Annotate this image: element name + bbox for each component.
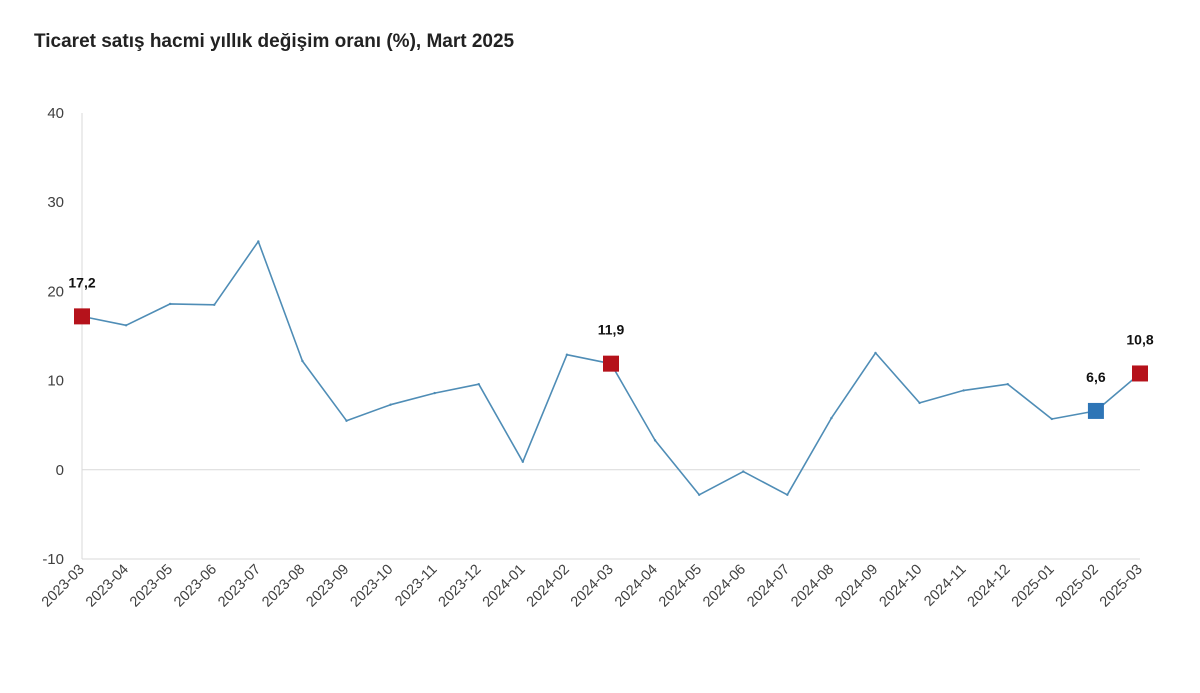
- x-tick-label: 2025-01: [1009, 562, 1058, 611]
- x-tick-label: 2023-06: [171, 562, 220, 611]
- data-point: [1006, 382, 1009, 386]
- y-tick-label: 10: [47, 373, 64, 390]
- data-point: [477, 382, 480, 386]
- data-point: [301, 359, 304, 363]
- data-label: 10,8: [1126, 331, 1153, 347]
- highlight-marker: [1132, 365, 1148, 382]
- data-point: [124, 324, 128, 327]
- x-tick-label: 2024-01: [480, 562, 529, 611]
- data-label: 17,2: [68, 274, 95, 290]
- data-point: [168, 302, 172, 306]
- x-tick-label: 2024-08: [788, 562, 837, 611]
- y-tick-label: -10: [42, 551, 64, 568]
- data-point: [918, 401, 921, 405]
- highlight-marker: [1087, 402, 1104, 419]
- data-point: [1050, 417, 1054, 421]
- x-tick-label: 2023-05: [127, 562, 176, 611]
- x-tick-label: 2023-04: [83, 562, 132, 611]
- data-point: [830, 416, 833, 420]
- x-tick-label: 2024-04: [612, 562, 661, 611]
- data-point: [697, 493, 701, 496]
- y-tick-label: 20: [47, 283, 64, 300]
- chart-title: Ticaret satış hacmi yıllık değişim oranı…: [34, 31, 515, 52]
- data-point: [345, 419, 348, 422]
- data-point: [257, 240, 260, 243]
- x-tick-label: 2024-05: [656, 562, 705, 611]
- x-tick-label: 2024-10: [876, 562, 925, 611]
- data-label: 11,9: [598, 322, 625, 338]
- x-tick-label: 2023-11: [392, 562, 440, 610]
- y-tick-label: 0: [56, 462, 64, 479]
- data-point: [874, 351, 877, 355]
- x-tick-label: 2024-07: [744, 562, 793, 611]
- data-point: [742, 470, 745, 473]
- x-tick-label: 2024-06: [700, 562, 749, 611]
- y-tick-label: 40: [47, 105, 64, 122]
- x-tick-label: 2023-03: [39, 562, 88, 611]
- x-tick-label: 2024-03: [568, 562, 617, 611]
- x-tick-label: 2023-10: [347, 562, 396, 611]
- x-tick-label: 2024-11: [921, 562, 969, 610]
- data-point: [213, 303, 216, 306]
- data-label: 6,6: [1086, 369, 1106, 385]
- data-point: [521, 460, 525, 463]
- data-point: [786, 493, 789, 496]
- highlight-marker: [603, 355, 619, 372]
- x-tick-label: 2023-08: [259, 562, 308, 611]
- x-tick-label: 2025-02: [1053, 562, 1102, 611]
- x-tick-label: 2023-12: [436, 562, 485, 611]
- x-tick-label: 2024-09: [832, 562, 881, 611]
- data-point: [389, 403, 392, 406]
- highlight-marker: [74, 308, 90, 325]
- data-point: [962, 389, 965, 392]
- x-tick-label: 2025-03: [1097, 562, 1146, 611]
- x-tick-label: 2023-09: [303, 562, 352, 611]
- data-point: [653, 439, 657, 442]
- y-tick-label: 30: [47, 194, 64, 211]
- data-point: [565, 353, 569, 356]
- x-tick-label: 2023-07: [215, 562, 264, 611]
- x-tick-label: 2024-12: [965, 562, 1014, 611]
- x-tick-label: 2024-02: [524, 562, 573, 611]
- data-point: [433, 391, 436, 395]
